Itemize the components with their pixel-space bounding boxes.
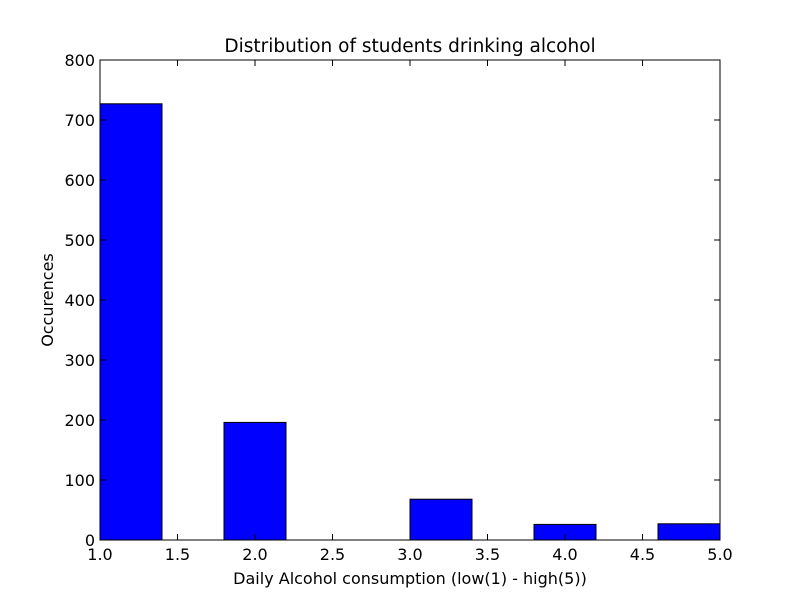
y-tick-label: 300 <box>64 351 95 370</box>
y-tick-label: 400 <box>64 291 95 310</box>
x-tick-label: 3.5 <box>475 545 500 564</box>
x-tick-label: 3.0 <box>397 545 422 564</box>
plot-frame <box>99 59 721 541</box>
x-tick-label: 2.5 <box>320 545 345 564</box>
x-tick-label: 4.0 <box>552 545 577 564</box>
y-tick-label: 700 <box>64 111 95 130</box>
ticks-layer <box>99 59 721 541</box>
x-axis-label: Daily Alcohol consumption (low(1) - high… <box>233 569 587 588</box>
y-tick-label: 200 <box>64 411 95 430</box>
histogram-bar <box>657 523 721 541</box>
bars-layer <box>99 103 721 541</box>
histogram-bar <box>223 421 287 541</box>
y-tick-label: 800 <box>64 51 95 70</box>
labels-layer: 1.0 1.5 2.0 2.5 3.0 3.5 4.0 4.5 5.0 0 100 200 300 400… <box>64 51 732 564</box>
histogram-bar <box>409 498 473 541</box>
x-tick-label: 1.0 <box>87 545 112 564</box>
y-tick-label: 600 <box>64 171 95 190</box>
y-axis-label: Occurences <box>38 253 57 347</box>
x-tick-label: 4.5 <box>630 545 655 564</box>
x-tick-label: 1.5 <box>165 545 190 564</box>
histogram-bar <box>99 103 163 541</box>
x-tick-label: 2.0 <box>242 545 267 564</box>
x-tick-label: 5.0 <box>707 545 732 564</box>
y-tick-label: 100 <box>64 471 95 490</box>
y-tick-label: 0 <box>85 531 95 550</box>
chart-title: Distribution of students drinking alcoho… <box>224 36 595 57</box>
y-tick-label: 500 <box>64 231 95 250</box>
